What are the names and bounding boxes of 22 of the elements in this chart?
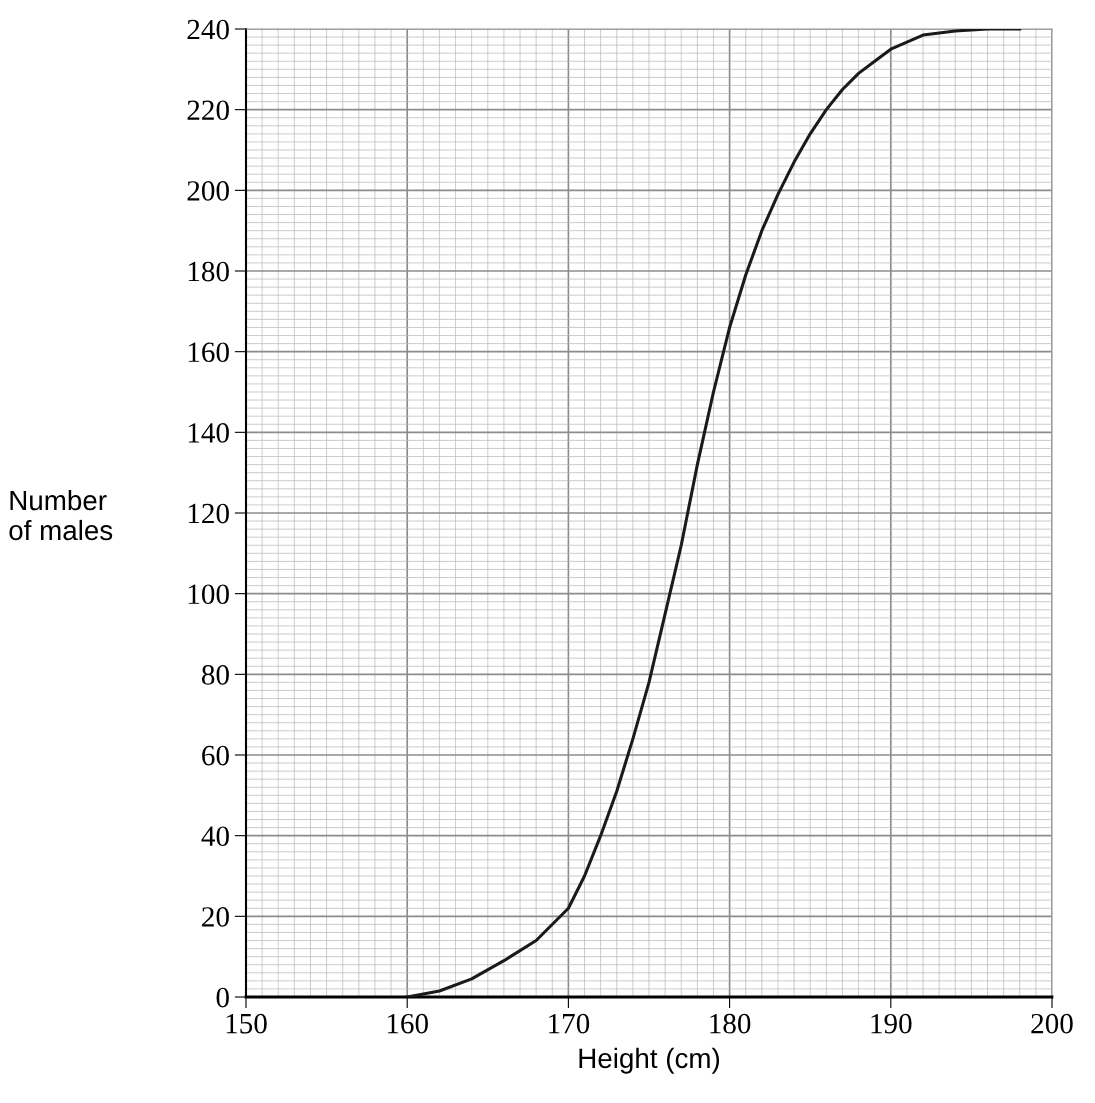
x-tick-label: 190 (871, 1013, 912, 1034)
y-tick-label: 220 (187, 100, 229, 121)
x-tick-label: 170 (549, 1013, 590, 1034)
y-tick-label: 100 (188, 584, 229, 605)
y-axis-title: Number of males (9, 489, 113, 541)
y-tick-label: 40 (201, 826, 229, 847)
y-tick-label: 160 (188, 342, 229, 363)
y-tick-label: 120 (188, 503, 229, 524)
y-tick-label: 20 (202, 907, 229, 927)
y-tick-label: 80 (201, 665, 229, 685)
x-tick-label: 160 (387, 1013, 428, 1034)
y-tick-label: 180 (188, 261, 229, 282)
x-tick-label: 200 (1031, 1013, 1073, 1034)
y-tick-label: 0 (216, 987, 229, 1008)
line-series (405, 29, 1022, 997)
y-tick-label: 240 (187, 19, 229, 40)
x-tick-label: 150 (226, 1013, 267, 1034)
x-tick-label: 180 (710, 1013, 751, 1034)
x-axis-title: Height (cm) (579, 1047, 720, 1074)
y-tick-label: 200 (187, 181, 229, 201)
y-tick-label: 140 (188, 423, 229, 443)
y-tick-label: 60 (202, 745, 229, 766)
